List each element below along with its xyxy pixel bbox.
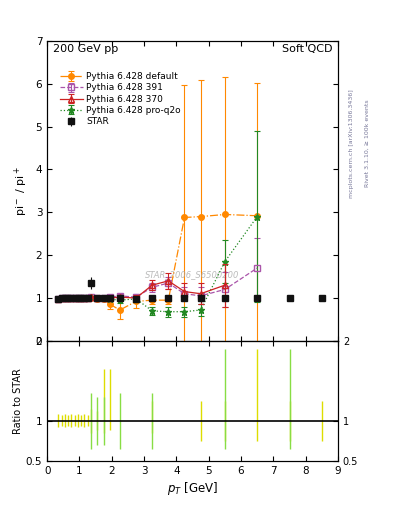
Text: Rivet 3.1.10, ≥ 100k events: Rivet 3.1.10, ≥ 100k events <box>365 99 370 187</box>
Legend: Pythia 6.428 default, Pythia 6.428 391, Pythia 6.428 370, Pythia 6.428 pro-q2o, : Pythia 6.428 default, Pythia 6.428 391, … <box>57 70 184 129</box>
Y-axis label: pi$^-$ / pi$^+$: pi$^-$ / pi$^+$ <box>13 166 30 216</box>
Text: mcplots.cern.ch [arXiv:1306.3436]: mcplots.cern.ch [arXiv:1306.3436] <box>349 89 354 198</box>
Text: 200 GeV pp: 200 GeV pp <box>53 44 118 54</box>
Text: STAR_2006_S6500200: STAR_2006_S6500200 <box>145 270 240 280</box>
Y-axis label: Ratio to STAR: Ratio to STAR <box>13 368 23 434</box>
X-axis label: $p_T$ [GeV]: $p_T$ [GeV] <box>167 480 218 497</box>
Text: Soft QCD: Soft QCD <box>282 44 332 54</box>
